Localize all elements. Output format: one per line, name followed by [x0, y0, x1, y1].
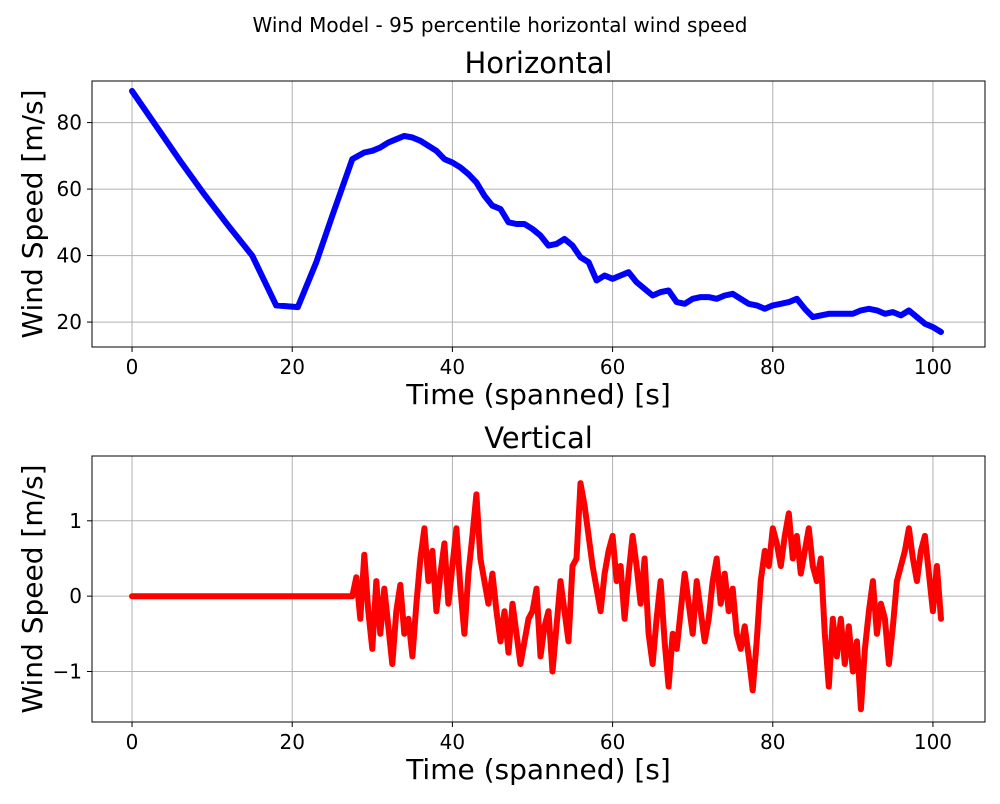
vertical-title: Vertical [484, 421, 593, 455]
horizontal-plot: 0 20 40 60 80 100 20 40 60 80 Horizontal Time (span… [16, 46, 985, 411]
horizontal-series-line [132, 91, 941, 332]
horizontal-axes-frame [92, 81, 985, 347]
vertical-xlabel: Time (spanned) [s] [405, 753, 671, 786]
horizontal-ytick-label: 20 [57, 310, 82, 334]
vertical-xtick-label: 60 [600, 730, 625, 754]
horizontal-xtick-label: 100 [914, 355, 952, 379]
vertical-xtick-label: 20 [279, 730, 304, 754]
vertical-xtick-label: 40 [440, 730, 465, 754]
horizontal-ylabel: Wind Speed [m/s] [16, 89, 49, 338]
vertical-ytick-label: −1 [53, 660, 82, 684]
horizontal-xtick-label: 20 [279, 355, 304, 379]
vertical-ytick-label: 1 [69, 509, 82, 533]
figure-suptitle: Wind Model - 95 percentile horizontal wi… [253, 13, 748, 37]
vertical-ylabel: Wind Speed [m/s] [16, 464, 49, 713]
horizontal-xtick-label: 80 [760, 355, 785, 379]
horizontal-title: Horizontal [464, 46, 612, 80]
horizontal-ytick-label: 40 [57, 244, 82, 268]
vertical-xtick-label: 0 [126, 730, 139, 754]
vertical-xtick-label: 80 [760, 730, 785, 754]
vertical-plot: 0 20 40 60 80 100 −1 0 1 Vertical Time (spanned) [… [16, 421, 985, 786]
horizontal-xtick-label: 40 [440, 355, 465, 379]
horizontal-xtick-label: 0 [126, 355, 139, 379]
horizontal-ytick-label: 80 [57, 111, 82, 135]
horizontal-ytick-label: 60 [57, 177, 82, 201]
vertical-ytick-label: 0 [69, 584, 82, 608]
horizontal-xtick-label: 60 [600, 355, 625, 379]
vertical-xtick-label: 100 [914, 730, 952, 754]
horizontal-xlabel: Time (spanned) [s] [405, 378, 671, 411]
